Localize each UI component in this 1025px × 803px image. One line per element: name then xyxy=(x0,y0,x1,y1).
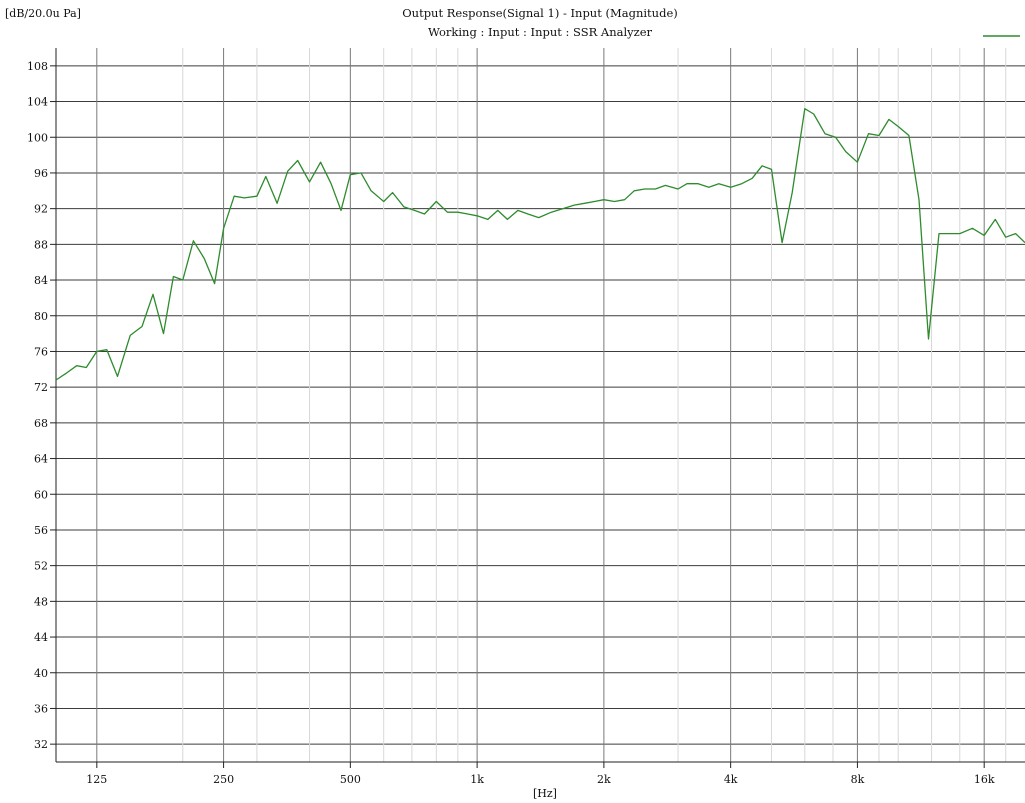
x-tick-label: 500 xyxy=(340,773,361,786)
y-tick-label: 64 xyxy=(34,453,48,466)
x-tick-label: 250 xyxy=(213,773,234,786)
y-tick-label: 52 xyxy=(34,560,48,573)
x-tick-label: 125 xyxy=(86,773,107,786)
y-tick-label: 44 xyxy=(34,631,48,644)
y-tick-label: 36 xyxy=(34,702,48,715)
y-tick-label: 80 xyxy=(34,310,48,323)
y-tick-label: 108 xyxy=(27,60,48,73)
x-axis-label: [Hz] xyxy=(533,787,557,800)
x-tick-label: 8k xyxy=(851,773,865,786)
chart-title: Output Response(Signal 1) - Input (Magni… xyxy=(402,6,678,20)
y-tick-label: 60 xyxy=(34,488,48,501)
y-tick-label: 100 xyxy=(27,131,48,144)
y-tick-label: 76 xyxy=(34,345,48,358)
plot-grid xyxy=(56,48,1025,762)
y-tick-label: 40 xyxy=(34,667,48,680)
y-tick-label: 92 xyxy=(34,203,48,216)
y-tick-labels: 108 104 100 96 92 88 84 80 76 72 68 64 60 56 52 48 44 40 3… xyxy=(27,60,56,751)
x-tick-labels: 125 250 500 1k 2k 4k 8k 16k xyxy=(86,762,995,786)
y-tick-label: 104 xyxy=(27,96,48,109)
y-tick-label: 72 xyxy=(34,381,48,394)
y-tick-label: 96 xyxy=(34,167,48,180)
x-tick-label: 16k xyxy=(974,773,995,786)
y-axis-unit-label: [dB/20.0u Pa] xyxy=(5,7,81,20)
x-tick-label: 4k xyxy=(724,773,738,786)
series-group xyxy=(55,108,1025,381)
y-tick-label: 32 xyxy=(34,738,48,751)
y-tick-label: 48 xyxy=(34,595,48,608)
x-tick-label: 2k xyxy=(597,773,611,786)
y-tick-label: 68 xyxy=(34,417,48,430)
series-line xyxy=(55,108,1025,381)
y-tick-label: 56 xyxy=(34,524,48,537)
y-tick-label: 84 xyxy=(34,274,48,287)
chart-subtitle: Working : Input : Input : SSR Analyzer xyxy=(428,25,653,39)
x-tick-label: 1k xyxy=(470,773,484,786)
y-tick-label: 88 xyxy=(34,238,48,251)
plot-axes xyxy=(55,48,1025,763)
